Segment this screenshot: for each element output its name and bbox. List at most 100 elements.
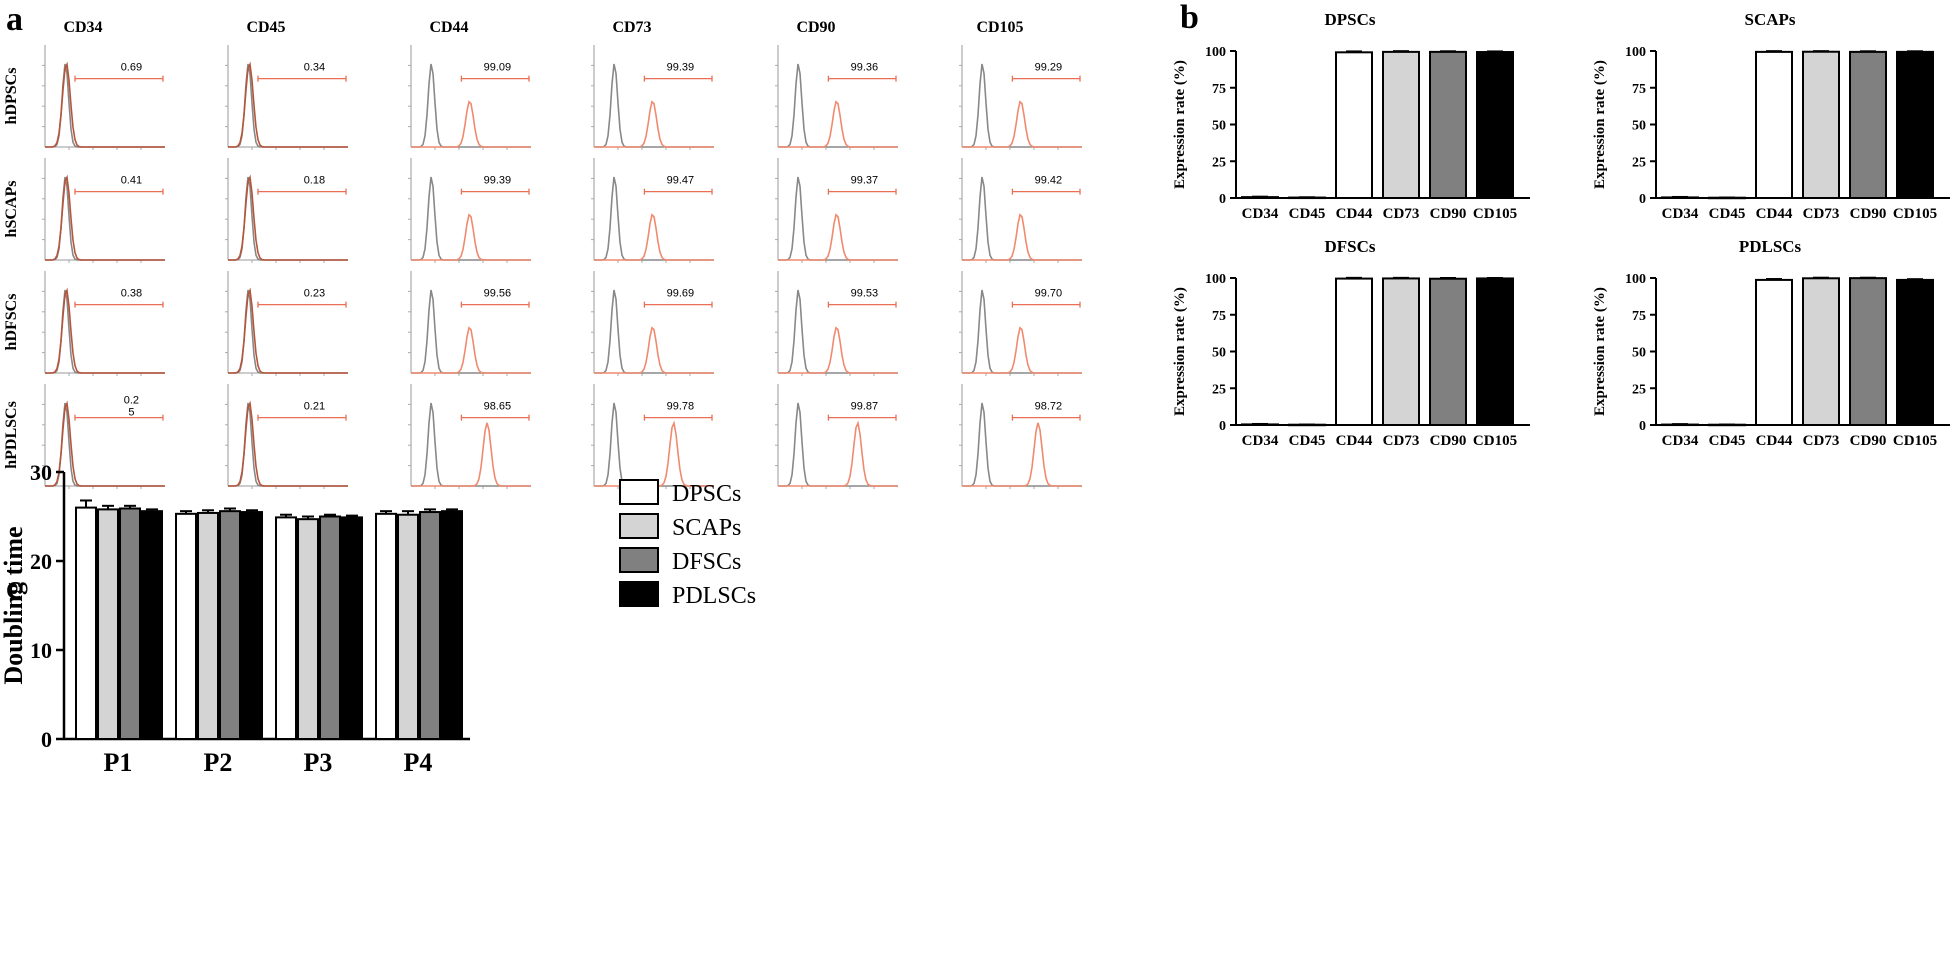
bar-CD44 (1335, 277, 1373, 427)
bar-CD44 (1755, 50, 1793, 199)
stained-histogram-line (594, 213, 714, 261)
bar-CD105 (1896, 278, 1934, 427)
histogram-hDPSCs-CD45: 0.34 (225, 45, 348, 150)
chart-title: DFSCs (1324, 237, 1375, 256)
x-tick-label: CD45 (1289, 433, 1326, 449)
panel-b-label: b (1180, 0, 1199, 36)
histogram-hDFSCs-CD34: 0.38 (42, 271, 165, 376)
bar-CD73 (1802, 50, 1840, 199)
bar-P4-SCAPs (397, 513, 419, 740)
stained-histogram-line (778, 100, 898, 148)
stained-histogram-line (45, 400, 165, 487)
gate-percentage: 99.29 (1035, 62, 1063, 74)
gate-percentage: 99.47 (667, 175, 695, 187)
histogram-hDPSCs-CD73: 99.39 (591, 45, 714, 150)
stained-histogram-line (411, 100, 531, 148)
histogram-hDFSCs-CD45: 0.23 (225, 271, 348, 376)
stained-histogram-line (45, 61, 165, 148)
x-tick-label: CD45 (1709, 433, 1746, 449)
bar-CD90 (1849, 50, 1887, 199)
stained-histogram-line (45, 174, 165, 261)
stained-histogram-line (45, 287, 165, 374)
y-tick-label: 25 (1632, 155, 1646, 170)
bar-P2-DPSCs (175, 512, 197, 741)
bar-CD90 (1429, 277, 1467, 426)
isotype-histogram-line (45, 176, 165, 261)
bar-P1-DPSCs (75, 506, 97, 740)
gate-percentage: 99.39 (484, 175, 512, 187)
x-tick-label: CD34 (1242, 433, 1279, 449)
bar-P3-DPSCs (275, 516, 297, 741)
legend-label-SCAPs: SCAPs (672, 515, 741, 541)
y-tick-label: 0 (1219, 419, 1226, 434)
y-tick-label: 10 (30, 638, 52, 663)
y-tick-label: 75 (1632, 82, 1646, 97)
panel-c-label: c (6, 569, 21, 606)
isotype-histogram-line (962, 402, 1082, 487)
bar-CD44 (1335, 51, 1373, 200)
y-tick-label: 0 (1219, 192, 1226, 207)
histogram-hPDLSCs-CD34: 0.2 5 (42, 384, 165, 489)
gate-percentage: 99.42 (1035, 175, 1063, 187)
legend-swatch-DPSCs (619, 479, 659, 505)
histogram-hDPSCs-CD105: 99.29 (959, 45, 1082, 150)
stained-histogram-line (228, 61, 348, 148)
histogram-hSCAPs-CD105: 99.42 (959, 158, 1082, 263)
histogram-hSCAPs-CD90: 99.37 (775, 158, 898, 263)
gate-percentage: 0.23 (304, 288, 325, 300)
isotype-histogram-line (45, 63, 165, 148)
gate-percentage: 0.34 (304, 62, 325, 74)
x-tick-label: CD45 (1709, 206, 1746, 222)
marker-header-CD44: CD44 (429, 19, 468, 36)
histogram-hPDLSCs-CD105: 98.72 (959, 384, 1082, 489)
y-tick-label: 75 (1212, 309, 1226, 324)
x-tick-label: CD44 (1756, 433, 1793, 449)
x-tick-label: CD44 (1756, 206, 1793, 222)
stained-histogram-line (411, 213, 531, 261)
bar-P1-SCAPs (97, 508, 119, 740)
gate-percentage: 0.21 (304, 401, 325, 413)
legend-label-DPSCs: DPSCs (672, 481, 741, 507)
isotype-histogram-line (411, 402, 531, 487)
legend-swatch-SCAPs (619, 513, 659, 539)
stained-histogram-line (962, 100, 1082, 148)
stained-histogram-line (962, 326, 1082, 374)
bar-P4-DFSCs (419, 511, 441, 740)
bar-P2-DFSCs (219, 510, 241, 740)
stained-histogram-line (962, 213, 1082, 261)
stained-histogram-line (411, 422, 531, 487)
x-tick-label: CD73 (1383, 433, 1420, 449)
isotype-histogram-line (228, 289, 348, 374)
x-tick-label: CD73 (1803, 206, 1840, 222)
x-tick-label: CD105 (1473, 433, 1517, 449)
histogram-hPDLSCs-CD45: 0.21 (225, 384, 348, 489)
gate-percentage: 99.39 (667, 62, 695, 74)
y-tick-label: 100 (1625, 45, 1646, 60)
y-tick-label: 30 (30, 460, 52, 485)
x-tick-label: P4 (404, 748, 433, 777)
gate-percentage: 99.09 (484, 62, 512, 74)
isotype-histogram-line (778, 402, 898, 487)
y-tick-label: 100 (1205, 45, 1226, 60)
x-tick-label: CD90 (1850, 206, 1887, 222)
gate-percentage: 99.87 (851, 401, 879, 413)
y-tick-label: 100 (1625, 272, 1646, 287)
stained-histogram-line (778, 420, 898, 487)
histogram-hPDLSCs-CD73: 99.78 (591, 384, 714, 489)
y-axis-label: Expression rate (%) (1592, 60, 1608, 189)
gate-percentage: 0.38 (121, 288, 142, 300)
x-tick-label: CD34 (1242, 206, 1279, 222)
bar-P3-DFSCs (319, 515, 341, 740)
gate-percentage: 99.70 (1035, 288, 1063, 300)
gate-percentage: 0.2 5 (124, 395, 139, 419)
stained-histogram-line (778, 213, 898, 261)
bar-P3-PDLSCs (341, 516, 363, 741)
bar-CD105 (1476, 51, 1514, 199)
gate-percentage: 99.36 (851, 62, 879, 74)
x-tick-label: CD105 (1893, 433, 1937, 449)
x-tick-label: CD90 (1430, 206, 1467, 222)
x-tick-label: CD105 (1893, 206, 1937, 222)
x-tick-label: CD73 (1803, 433, 1840, 449)
legend-swatch-PDLSCs (619, 581, 659, 607)
